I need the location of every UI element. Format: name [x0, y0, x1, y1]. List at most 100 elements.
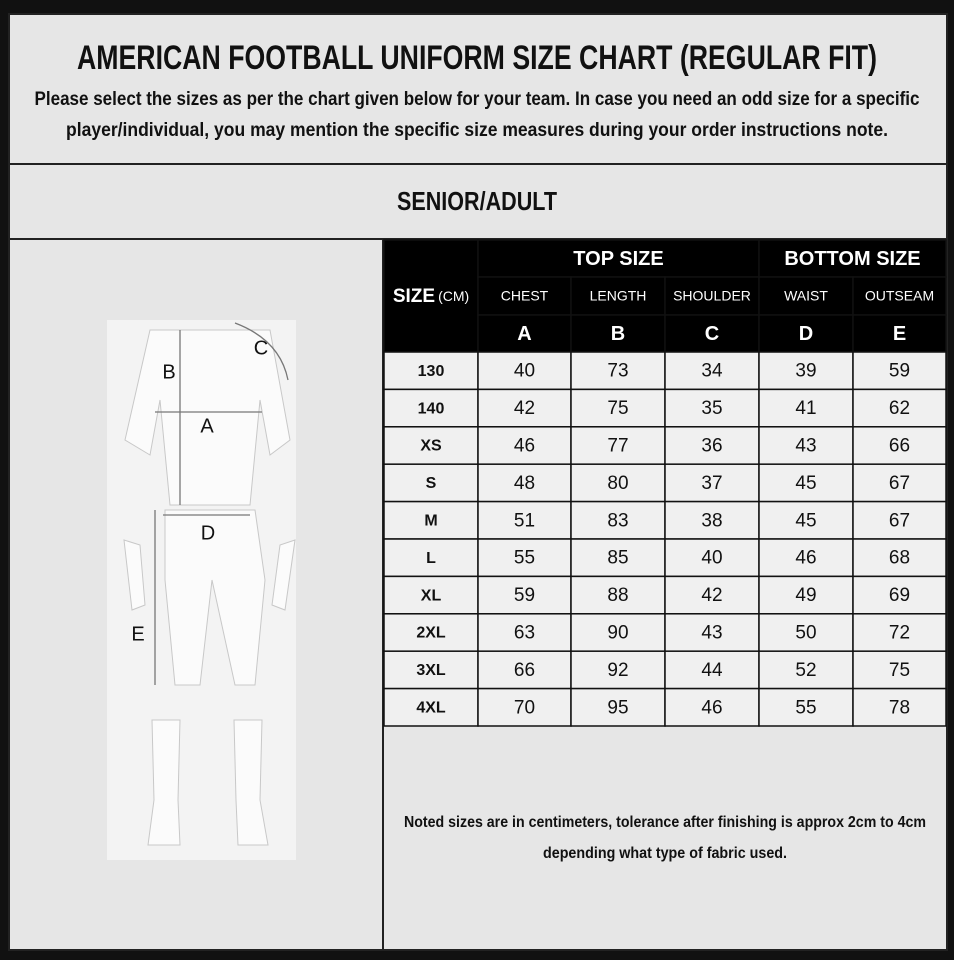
table-cell [383, 613, 479, 652]
row-value: 92 [607, 660, 628, 681]
column-code: B [611, 323, 625, 345]
dim-label: D [201, 522, 215, 544]
table-cell [570, 276, 666, 316]
row-value: 36 [701, 436, 722, 457]
row-value: 63 [514, 623, 535, 644]
column-code: E [893, 323, 906, 345]
table-cell [477, 687, 572, 727]
note: Noted sizes are in centimeters, toleranc… [404, 814, 926, 831]
row-value: 69 [889, 585, 910, 606]
table-cell [758, 613, 854, 652]
table-cell [477, 239, 760, 278]
table-cell [570, 538, 666, 578]
subtitle: Please select the sizes as per the chart… [35, 89, 920, 110]
row-value: 45 [795, 510, 816, 531]
dim-label: E [131, 623, 144, 645]
table-cell [852, 687, 947, 727]
row-value: 66 [889, 436, 910, 457]
row-value: 67 [889, 510, 910, 531]
illustration: A B C D E [107, 320, 296, 860]
row-value: 51 [514, 510, 535, 531]
table-cell [383, 351, 479, 391]
dim-label: A [200, 415, 214, 437]
row-value: 43 [701, 623, 722, 644]
table-cell [383, 575, 479, 615]
size-label: SIZE [393, 286, 435, 307]
table-cell [570, 314, 666, 353]
row-value: 35 [701, 398, 722, 419]
table-cell [477, 575, 572, 615]
row-value: 55 [514, 548, 535, 569]
row-value: 49 [795, 585, 816, 606]
table-cell [477, 276, 572, 316]
row-value: 75 [607, 398, 628, 419]
column-header: LENGTH [590, 288, 647, 304]
row-size: XS [420, 438, 442, 455]
row-size: 2XL [416, 625, 446, 642]
table-cell [758, 351, 854, 391]
table-cell [664, 314, 760, 353]
pants [164, 509, 266, 686]
row-value: 70 [514, 697, 535, 718]
row-value: 68 [889, 548, 910, 569]
row-value: 67 [889, 473, 910, 494]
row-value: 46 [795, 548, 816, 569]
row-value: 83 [607, 510, 628, 531]
table-cell [758, 276, 854, 316]
column-header: CHEST [501, 288, 549, 304]
table-cell [570, 575, 666, 615]
table-cell [664, 538, 760, 578]
table-cell [383, 650, 479, 690]
table-cell [477, 351, 572, 391]
table-cell [383, 463, 479, 503]
column-header: WAIST [784, 288, 828, 304]
row-value: 62 [889, 398, 910, 419]
row-size: M [424, 513, 437, 530]
dim-label: C [254, 337, 268, 359]
row-value: 78 [889, 697, 910, 718]
table-cell [758, 687, 854, 727]
row-size: S [426, 475, 437, 492]
table-cell [758, 538, 854, 578]
dim-label: B [162, 361, 175, 383]
table-cell [383, 687, 479, 727]
table-cell [852, 426, 947, 465]
row-value: 66 [514, 660, 535, 681]
row-value: 59 [889, 361, 910, 382]
table-cell [852, 500, 947, 540]
row-value: 95 [607, 697, 628, 718]
row-value: 88 [607, 585, 628, 606]
row-value: 46 [701, 697, 722, 718]
row-value: 37 [701, 473, 722, 494]
group-header: BOTTOM SIZE [784, 248, 920, 270]
table-cell [477, 613, 572, 652]
size-table: SIZE (CM) TOP SIZE BOTTOM SIZE CHEST A LENGTH B… [383, 239, 947, 727]
gloves [123, 539, 296, 611]
table-cell [477, 500, 572, 540]
row-value: 39 [795, 361, 816, 382]
dim-line [234, 322, 289, 381]
table-cell [758, 650, 854, 690]
row-value: 72 [889, 623, 910, 644]
table-cell [477, 538, 572, 578]
row-value: 40 [514, 361, 535, 382]
row-value: 73 [607, 361, 628, 382]
row-value: 43 [795, 436, 816, 457]
row-value: 41 [795, 398, 816, 419]
column-code: C [705, 323, 719, 345]
row-value: 46 [514, 436, 535, 457]
column-header: OUTSEAM [865, 288, 934, 304]
table-cell [570, 687, 666, 727]
row-value: 38 [701, 510, 722, 531]
table-cell [664, 575, 760, 615]
table-cell [852, 351, 947, 391]
table-cell [852, 276, 947, 316]
table-cell [664, 276, 760, 316]
table-cell [852, 575, 947, 615]
row-value: 75 [889, 660, 910, 681]
row-value: 44 [701, 660, 723, 681]
jersey [124, 329, 291, 506]
size-unit: (CM) [438, 288, 469, 304]
